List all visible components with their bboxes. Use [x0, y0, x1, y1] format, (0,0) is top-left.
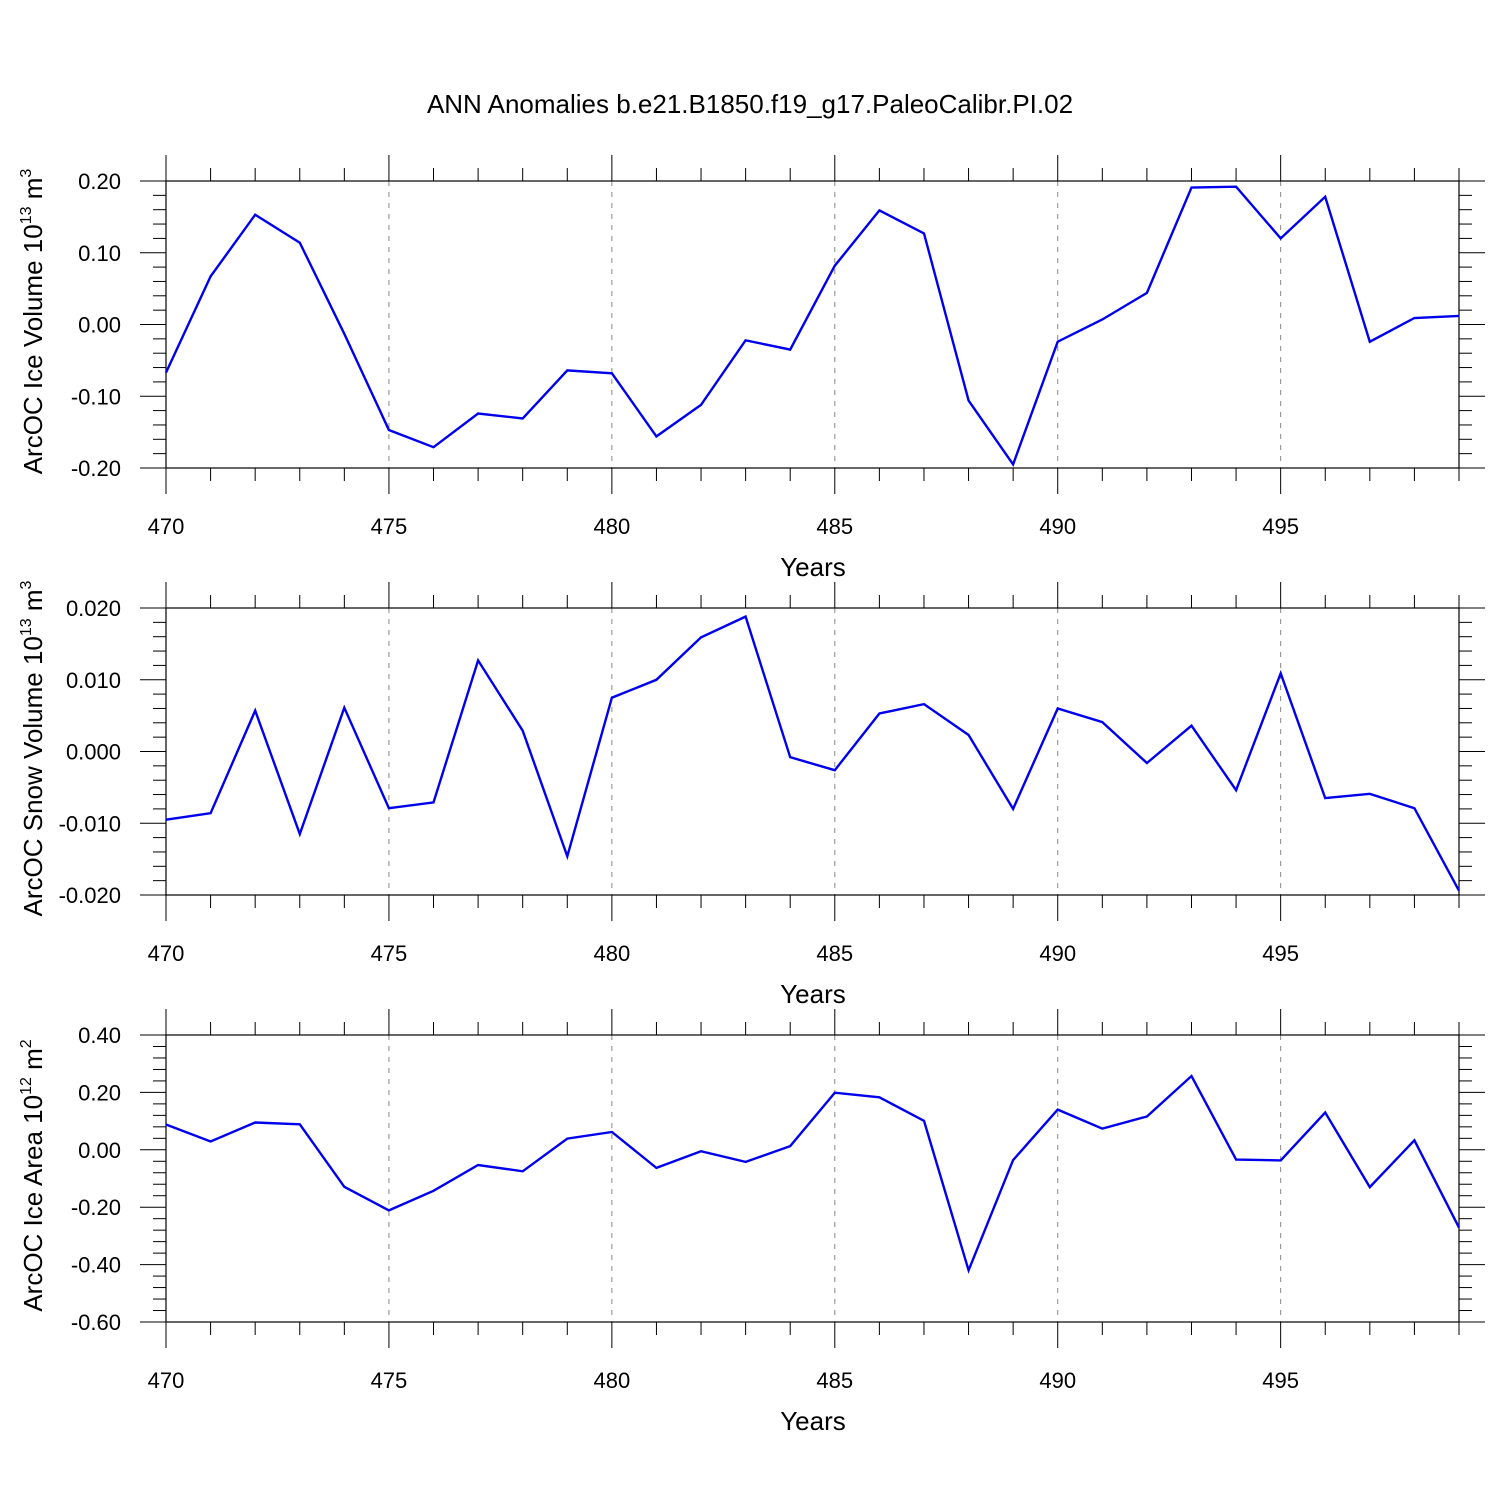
chart-title: ANN Anomalies b.e21.B1850.f19_g17.PaleoC… — [427, 89, 1073, 119]
y-axis-label: ArcOC Ice Area 1012 m2 — [18, 1039, 48, 1311]
x-tick-label: 480 — [594, 1368, 631, 1393]
x-tick-label: 485 — [816, 941, 853, 966]
y-tick-label: 0.020 — [66, 596, 121, 621]
panel-3: -0.60 -0.40 -0.20 0.00 0.20 0.40 470 475 480 485 4… — [18, 1009, 1485, 1436]
x-tick-label: 490 — [1039, 941, 1076, 966]
x-tick-label: 485 — [816, 514, 853, 539]
panels: -0.20 -0.10 0.00 0.10 0.20 470 475 480 485 490 495… — [18, 155, 1485, 1436]
panel-2: -0.020 -0.010 0.000 0.010 0.020 470 475 480 485 4… — [18, 580, 1485, 1009]
x-tick-label: 495 — [1262, 941, 1299, 966]
y-tick-label: 0.00 — [78, 1138, 121, 1163]
x-axis-label: Years — [780, 979, 846, 1009]
x-tick-label: 475 — [371, 941, 408, 966]
x-tick-label: 480 — [594, 941, 631, 966]
series-line — [164, 185, 1460, 467]
y-tick-label: -0.20 — [71, 1195, 121, 1220]
y-tick-label: -0.40 — [71, 1253, 121, 1278]
y-tick-label: -0.20 — [71, 456, 121, 481]
x-axis-label: Years — [780, 1406, 846, 1436]
x-tick-label: 475 — [371, 1368, 408, 1393]
x-tick-label: 495 — [1262, 1368, 1299, 1393]
y-tick-label: -0.60 — [71, 1310, 121, 1335]
y-tick-label: -0.020 — [59, 883, 121, 908]
plot-frame — [165, 607, 1460, 896]
y-tick-label: 0.010 — [66, 668, 121, 693]
plot-frame — [165, 180, 1460, 469]
y-axis-label: ArcOC Snow Volume 1013 m3 — [18, 580, 48, 916]
x-tick-label: 470 — [148, 514, 185, 539]
x-tick-label: 475 — [371, 514, 408, 539]
x-tick-label: 485 — [816, 1368, 853, 1393]
y-tick-label: 0.20 — [78, 1080, 121, 1105]
y-tick-label: 0.40 — [78, 1023, 121, 1048]
y-tick-label: 0.10 — [78, 241, 121, 266]
y-tick-label: 0.00 — [78, 313, 121, 338]
y-tick-label: -0.10 — [71, 384, 121, 409]
y-tick-label: 0.20 — [78, 169, 121, 194]
y-tick-label: 0.000 — [66, 740, 121, 765]
x-tick-label: 470 — [148, 941, 185, 966]
plot-frame — [165, 1034, 1460, 1323]
x-tick-label: 490 — [1039, 1368, 1076, 1393]
series-line — [165, 1074, 1461, 1274]
series-line — [165, 614, 1461, 892]
y-tick-label: -0.010 — [59, 811, 121, 836]
x-tick-label: 470 — [148, 1368, 185, 1393]
x-tick-label: 480 — [594, 514, 631, 539]
panel-1: -0.20 -0.10 0.00 0.10 0.20 470 475 480 485 490 495… — [18, 155, 1485, 582]
x-tick-label: 490 — [1039, 514, 1076, 539]
y-axis-label: ArcOC Ice Volume 1013 m3 — [18, 169, 48, 475]
x-tick-label: 495 — [1262, 514, 1299, 539]
x-axis-label: Years — [780, 552, 846, 582]
